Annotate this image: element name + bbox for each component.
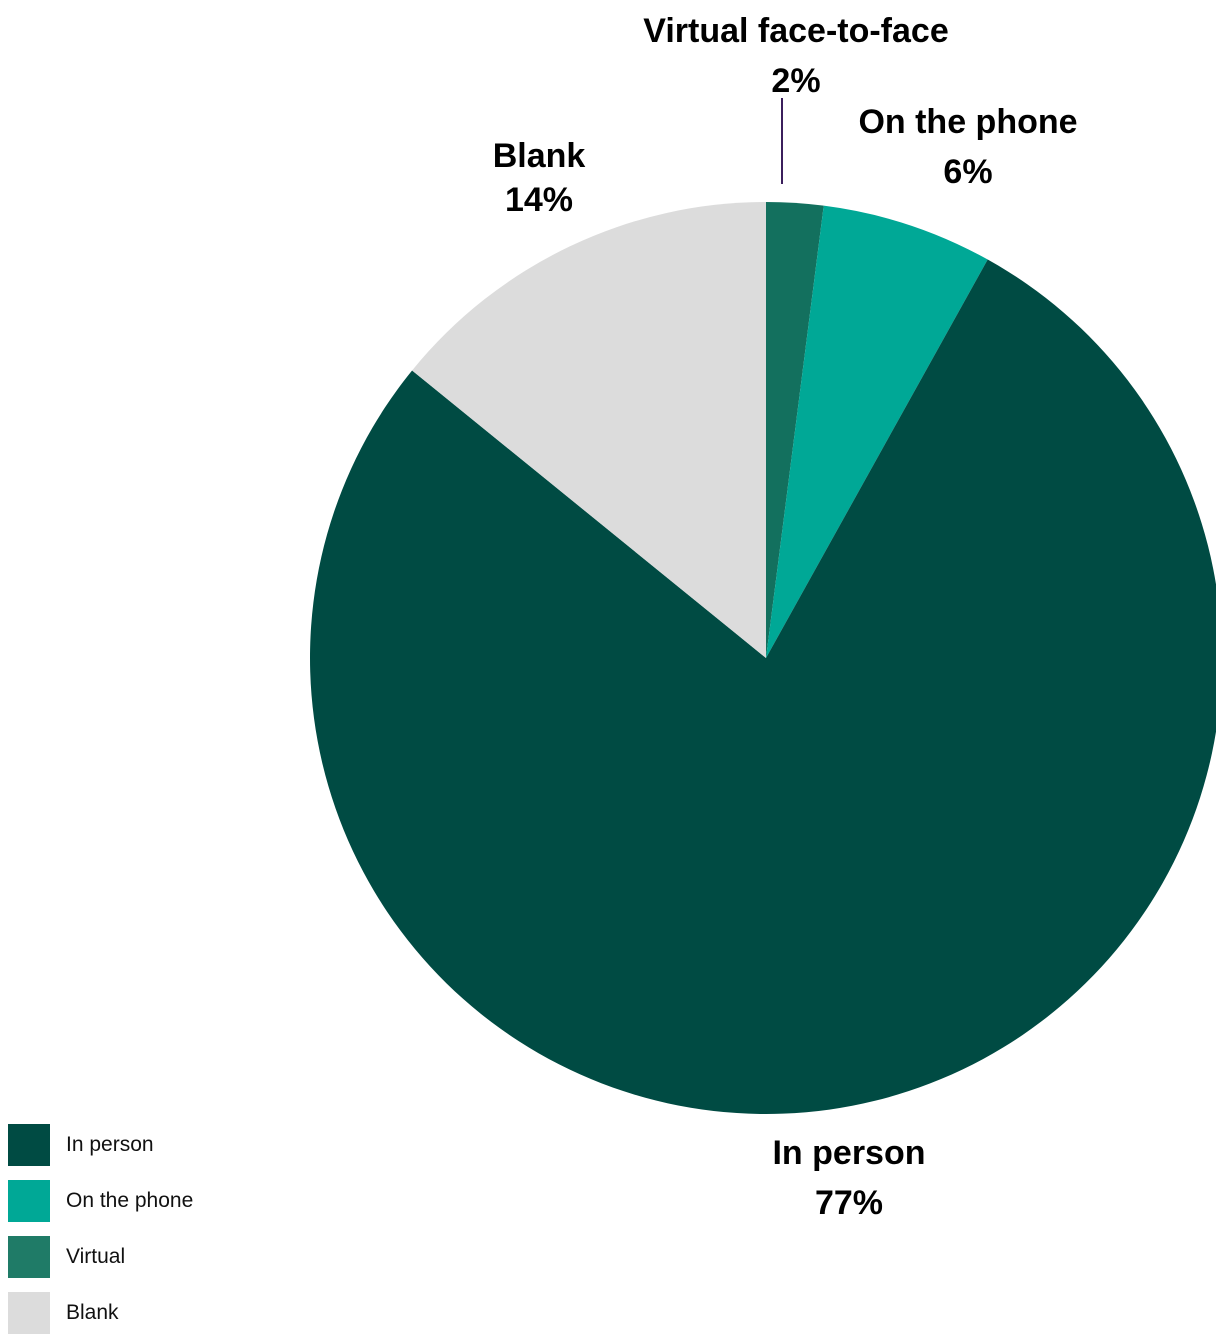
legend-swatch-on-the-phone <box>8 1180 50 1222</box>
pie-slice-blank <box>412 201 766 658</box>
legend-label-blank: Blank <box>66 1301 119 1324</box>
legend-item-in-person: In person <box>8 1124 268 1166</box>
slice-label-blank-name: Blank <box>493 137 586 175</box>
slice-label-phone-value: 6% <box>943 153 992 191</box>
legend-label-on-the-phone: On the phone <box>66 1189 194 1212</box>
pie-slice-in-person <box>310 259 1216 1114</box>
pie-slice-phone <box>766 205 988 659</box>
legend-label-virtual: Virtual <box>66 1245 126 1268</box>
slice-label-virtual-name: Virtual face-to-face <box>643 12 948 50</box>
slice-label-blank-value: 14% <box>505 181 573 219</box>
legend-item-blank: Blank <box>8 1292 268 1334</box>
slice-label-virtual-value: 2% <box>771 62 820 100</box>
legend-item-virtual: Virtual <box>8 1236 268 1278</box>
pie-slices <box>310 201 1216 1114</box>
slice-label-in-person-name: In person <box>772 1134 925 1172</box>
pie-slice-virtual <box>766 202 824 658</box>
slice-label-in-person-value: 77% <box>815 1184 883 1222</box>
legend-swatch-virtual <box>8 1236 50 1278</box>
slice-label-phone-name: On the phone <box>858 103 1077 141</box>
legend-item-on-the-phone: On the phone <box>8 1180 268 1222</box>
legend-label-in-person: In person <box>66 1133 154 1156</box>
legend-swatch-blank <box>8 1292 50 1334</box>
legend-swatch-in-person <box>8 1124 50 1166</box>
